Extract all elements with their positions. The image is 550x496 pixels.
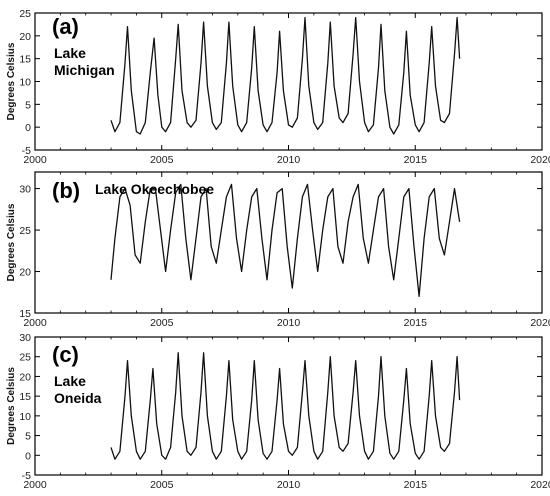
- x-tick-label: 2005: [150, 479, 174, 491]
- y-tick-label: 5: [25, 99, 31, 111]
- lake-name-label: Lake: [54, 45, 86, 61]
- x-tick-label: 2005: [150, 154, 174, 166]
- x-tick-label: 2015: [404, 317, 428, 329]
- lake-name-label: Lake Okeechobee: [95, 181, 214, 197]
- y-tick-label: 10: [19, 411, 31, 423]
- lake-name-label: Michigan: [54, 62, 115, 78]
- y-tick-label: 15: [19, 54, 31, 66]
- y-tick-label: 25: [19, 8, 31, 20]
- x-tick-label: 2000: [23, 154, 47, 166]
- x-tick-label: 2000: [23, 317, 47, 329]
- x-tick-label: 2010: [277, 479, 301, 491]
- y-tick-label: 15: [19, 308, 31, 320]
- y-tick-label: 5: [25, 431, 31, 443]
- y-axis-label: Degrees Celsius: [6, 42, 17, 120]
- y-axis-label: Degrees Celsius: [6, 203, 17, 281]
- x-tick-label: 2015: [404, 154, 428, 166]
- y-tick-label: 10: [19, 77, 31, 89]
- y-tick-label: 0: [25, 450, 31, 462]
- y-tick-label: 25: [19, 225, 31, 237]
- y-tick-label: 0: [25, 122, 31, 134]
- panel-label: (b): [52, 178, 80, 203]
- y-tick-label: 30: [19, 332, 31, 344]
- y-tick-label: 15: [19, 391, 31, 403]
- x-tick-label: 2015: [404, 479, 428, 491]
- x-tick-label: 2010: [277, 317, 301, 329]
- x-tick-label: 2020: [530, 154, 550, 166]
- temperature-series-line: [110, 352, 461, 460]
- x-tick-label: 2000: [23, 479, 47, 491]
- temperature-series-line: [110, 183, 461, 298]
- lake-name-label: Oneida: [54, 390, 102, 406]
- y-tick-label: 25: [19, 352, 31, 364]
- y-tick-label: 20: [19, 31, 31, 43]
- temperature-series-line: [110, 16, 461, 135]
- plot-frame: [34, 12, 543, 151]
- plot-frame: [34, 336, 543, 476]
- x-tick-label: 2020: [530, 479, 550, 491]
- y-tick-label: 20: [19, 371, 31, 383]
- y-tick-label: -5: [22, 470, 31, 482]
- x-tick-label: 2010: [277, 154, 301, 166]
- panel-label: (c): [52, 342, 79, 367]
- y-tick-label: 20: [19, 267, 31, 279]
- x-tick-label: 2005: [150, 317, 174, 329]
- lake-name-label: Lake: [54, 373, 86, 389]
- y-axis-label: Degrees Celsius: [6, 367, 17, 445]
- y-tick-label: -5: [22, 145, 31, 157]
- panel-label: (a): [52, 14, 79, 39]
- x-tick-label: 2020: [530, 317, 550, 329]
- y-tick-label: 30: [19, 184, 31, 196]
